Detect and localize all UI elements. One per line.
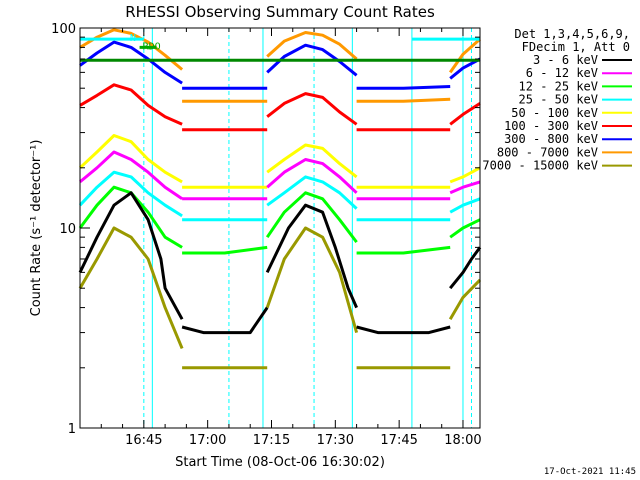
- series-line-5-segment-4: [449, 102, 481, 126]
- legend-label-3: 25 - 50 keV: [519, 93, 598, 107]
- series-line-6-segment-0: [79, 40, 183, 85]
- series-line-1-segment-0: [79, 150, 183, 201]
- series-line-7-segment-2: [266, 31, 358, 61]
- series-line-7-segment-0: [79, 28, 184, 71]
- x-axis-label: Start Time (08-Oct-06 16:30:02): [175, 455, 385, 470]
- series-line-5-segment-2: [266, 92, 358, 126]
- series-line-8-segment-4: [448, 278, 482, 320]
- series-line-6-segment-3: [356, 85, 451, 90]
- x-tick-label: 17:15: [253, 433, 290, 448]
- series-line-0-segment-4: [449, 246, 482, 290]
- legend-label-1: 6 - 12 keV: [526, 66, 598, 80]
- legend-header-line-2: FDecim 1, Att 0: [522, 40, 630, 54]
- x-tick-label: 17:45: [380, 433, 417, 448]
- series-line-5-segment-0: [79, 83, 183, 126]
- x-tick-label: 18:00: [444, 433, 481, 448]
- legend-label-7: 800 - 7000 keV: [497, 145, 598, 159]
- series-line-0-segment-3: [356, 325, 451, 335]
- series-line-7-segment-4: [448, 37, 481, 74]
- x-tick-label: 17:00: [189, 433, 226, 448]
- legend-header-line-1: Det 1,3,4,5,6,9,: [514, 27, 630, 41]
- series-line-4-segment-2: [266, 143, 358, 179]
- legend-label-5: 100 - 300 keV: [504, 119, 598, 133]
- x-tick-label: 16:45: [125, 433, 162, 448]
- series-line-8-segment-2: [265, 226, 359, 334]
- series-line-4-segment-4: [449, 166, 481, 184]
- y-tick-label: 10: [59, 222, 76, 237]
- flag-label-0: N: [130, 33, 136, 44]
- series-line-0-segment-1: [181, 306, 269, 335]
- timestamp: 17-Oct-2021 11:45: [544, 467, 636, 477]
- legend-label-6: 300 - 800 keV: [504, 132, 598, 146]
- series-line-7-segment-3: [356, 97, 451, 103]
- series-line-6-segment-4: [449, 57, 481, 80]
- series-line-2-segment-2: [265, 191, 358, 244]
- series-line-3-segment-4: [449, 197, 481, 214]
- series-line-1-segment-4: [449, 180, 481, 195]
- series-line-8-segment-0: [78, 226, 184, 349]
- series-line-3-segment-0: [78, 170, 183, 218]
- series-line-2-segment-1: [182, 245, 268, 255]
- legend-label-4: 50 - 100 keV: [511, 106, 598, 120]
- series-line-2-segment-4: [449, 218, 481, 239]
- series-line-1-segment-2: [266, 158, 358, 194]
- legend-label-2: 12 - 25 keV: [519, 79, 598, 93]
- series-line-4-segment-0: [78, 134, 183, 184]
- flag-label-1: RDO: [143, 41, 161, 52]
- series-line-3-segment-2: [266, 175, 358, 210]
- legend-label-8: 7000 - 15000 keV: [482, 159, 598, 173]
- y-tick-label: 100: [51, 22, 76, 37]
- x-tick-label: 17:30: [317, 433, 354, 448]
- y-axis-label: Count Rate (s⁻¹ detector⁻¹): [29, 140, 44, 317]
- legend-label-0: 3 - 6 keV: [533, 53, 598, 67]
- series-line-0-segment-2: [265, 203, 358, 309]
- series-line-0-segment-0: [78, 191, 184, 320]
- series-line-2-segment-3: [356, 245, 451, 255]
- y-tick-label: 1: [68, 422, 76, 437]
- chart-title: RHESSI Observing Summary Count Rates: [125, 3, 435, 21]
